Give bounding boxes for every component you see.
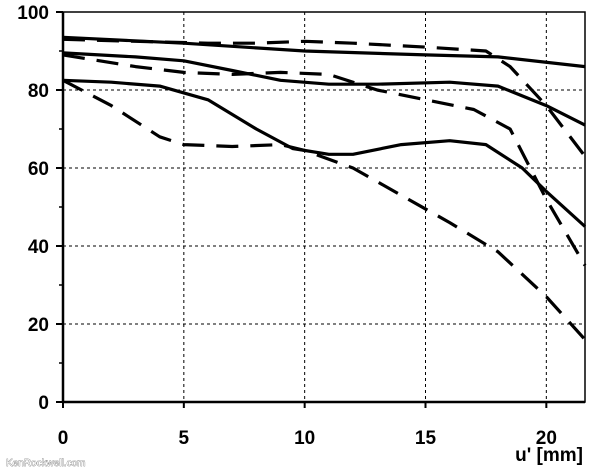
chart-grid — [63, 12, 585, 402]
x-axis-label: u' [mm] — [515, 445, 583, 466]
y-tick-label-20: 20 — [28, 315, 49, 336]
series-line-4 — [62, 53, 587, 267]
watermark-text: KenRockwell.com — [6, 458, 85, 469]
x-tick-label-20: 20 — [536, 428, 557, 449]
y-tick-label-60: 60 — [28, 159, 49, 180]
series-line-3 — [62, 51, 586, 127]
chart-tick-labels: 0 20 40 60 80 100 0 5 10 15 20 — [17, 3, 557, 449]
series-line-5 — [62, 78, 587, 228]
series-line-2 — [62, 37, 587, 158]
y-tick-label-100: 100 — [17, 3, 49, 24]
series-line-6 — [62, 78, 587, 341]
chart-series — [62, 35, 587, 341]
y-tick-label-80: 80 — [28, 81, 49, 102]
y-tick-label-40: 40 — [28, 237, 49, 258]
x-tick-label-10: 10 — [294, 428, 315, 449]
plot-frame — [62, 11, 586, 403]
x-tick-label-15: 15 — [415, 428, 437, 449]
x-tick-label-0: 0 — [58, 428, 69, 449]
x-tick-label-5: 5 — [179, 428, 190, 449]
y-tick-label-0: 0 — [38, 393, 49, 414]
chart-axes — [56, 11, 586, 408]
series-line-1 — [62, 35, 586, 69]
